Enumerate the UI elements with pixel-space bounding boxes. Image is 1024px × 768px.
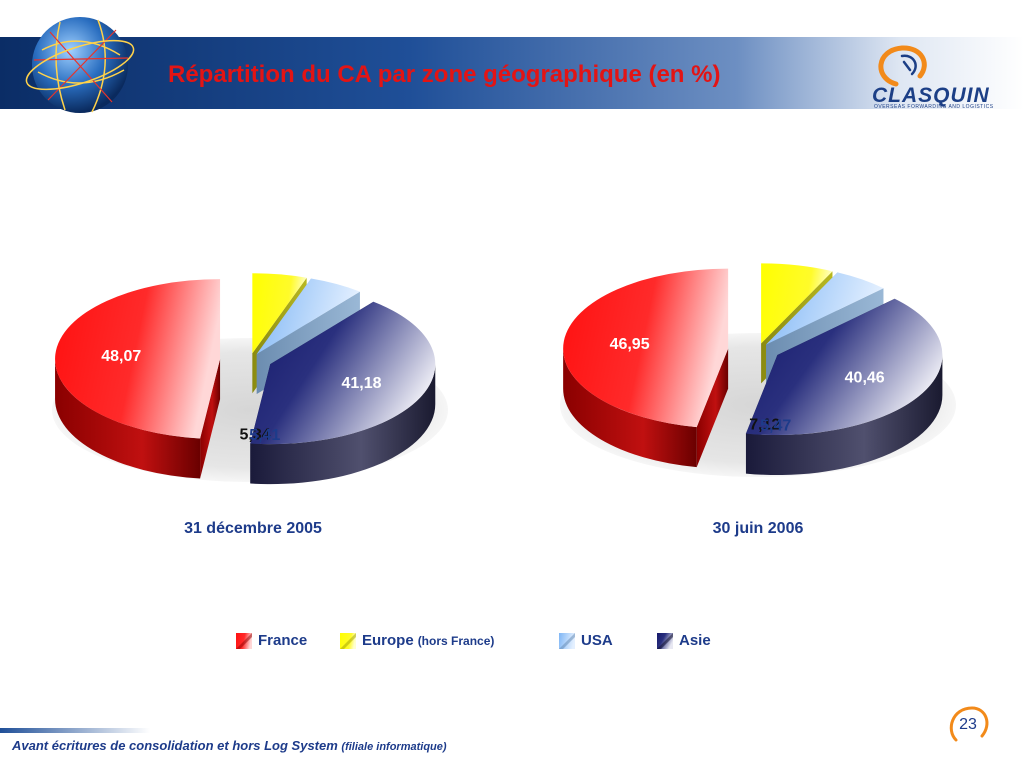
page-title: Répartition du CA par zone géographique … bbox=[168, 61, 721, 88]
asie-swatch-icon bbox=[657, 632, 673, 649]
slice-asie bbox=[745, 298, 943, 436]
footnote: Avant écritures de consolidation et hors… bbox=[12, 738, 447, 753]
slice-side-france bbox=[55, 359, 201, 479]
legend-label-asie: Asie bbox=[679, 632, 711, 649]
usa-swatch-icon bbox=[559, 632, 575, 649]
data-label-usa: 5,47 bbox=[760, 417, 791, 434]
slice-europe bbox=[761, 263, 833, 344]
pie-chart-0: 48,07 5,345,41 41,18 bbox=[52, 273, 448, 485]
footnote-sub: (filiale informatique) bbox=[341, 741, 447, 753]
slice-side-france bbox=[563, 348, 697, 468]
data-label-asie: 40,46 bbox=[845, 370, 885, 387]
data-label-europe: 5,34 bbox=[240, 426, 271, 443]
slice-europe bbox=[252, 273, 307, 354]
slice-usa bbox=[256, 278, 360, 355]
legend: France Europe (hors France) USA Asie bbox=[236, 632, 756, 652]
logo-subtext: OVERSEAS FORWARDING AND LOGISTICS bbox=[874, 104, 994, 110]
europe-swatch-icon bbox=[340, 632, 356, 649]
slice-france bbox=[55, 279, 221, 439]
data-label-usa: 5,41 bbox=[249, 427, 280, 444]
legend-sublabel-europe: (hors France) bbox=[417, 633, 495, 648]
slice-side-asie bbox=[250, 364, 436, 485]
slice-asie bbox=[250, 301, 436, 445]
data-label-asie: 41,18 bbox=[342, 375, 382, 392]
slice-france bbox=[563, 268, 729, 428]
slice-cut-france-0 bbox=[200, 359, 221, 479]
legend-label-usa: USA bbox=[581, 632, 613, 649]
chart-title-2005: 31 décembre 2005 bbox=[184, 520, 322, 537]
footer-bar bbox=[0, 728, 150, 733]
legend-item-usa: USA bbox=[559, 632, 613, 649]
page-swirl-icon bbox=[949, 706, 989, 742]
legend-item-france: France bbox=[236, 632, 307, 649]
header-banner bbox=[0, 37, 1024, 109]
logo-text: CLASQUIN bbox=[872, 84, 990, 107]
pie-chart-1: 46,95 7,125,47 40,46 bbox=[560, 263, 956, 477]
slice-side-asie bbox=[745, 355, 943, 476]
france-swatch-icon bbox=[236, 632, 252, 649]
legend-label-france: France bbox=[258, 632, 308, 649]
page-number: 23 bbox=[959, 716, 977, 733]
legend-item-asie: Asie bbox=[657, 632, 711, 649]
globe-icon bbox=[25, 17, 135, 113]
data-label-europe: 7,12 bbox=[749, 416, 780, 433]
clasquin-logo-icon bbox=[878, 45, 927, 87]
legend-label-europe: Europe bbox=[362, 632, 414, 649]
slice-cut-france-0 bbox=[696, 348, 729, 468]
slice-usa bbox=[766, 272, 884, 345]
footnote-main: Avant écritures de consolidation et hors… bbox=[12, 738, 338, 753]
data-label-france: 48,07 bbox=[101, 348, 141, 365]
data-label-france: 46,95 bbox=[610, 336, 650, 353]
legend-item-europe: Europe (hors France) bbox=[340, 632, 494, 649]
chart-title-2006: 30 juin 2006 bbox=[712, 520, 804, 537]
